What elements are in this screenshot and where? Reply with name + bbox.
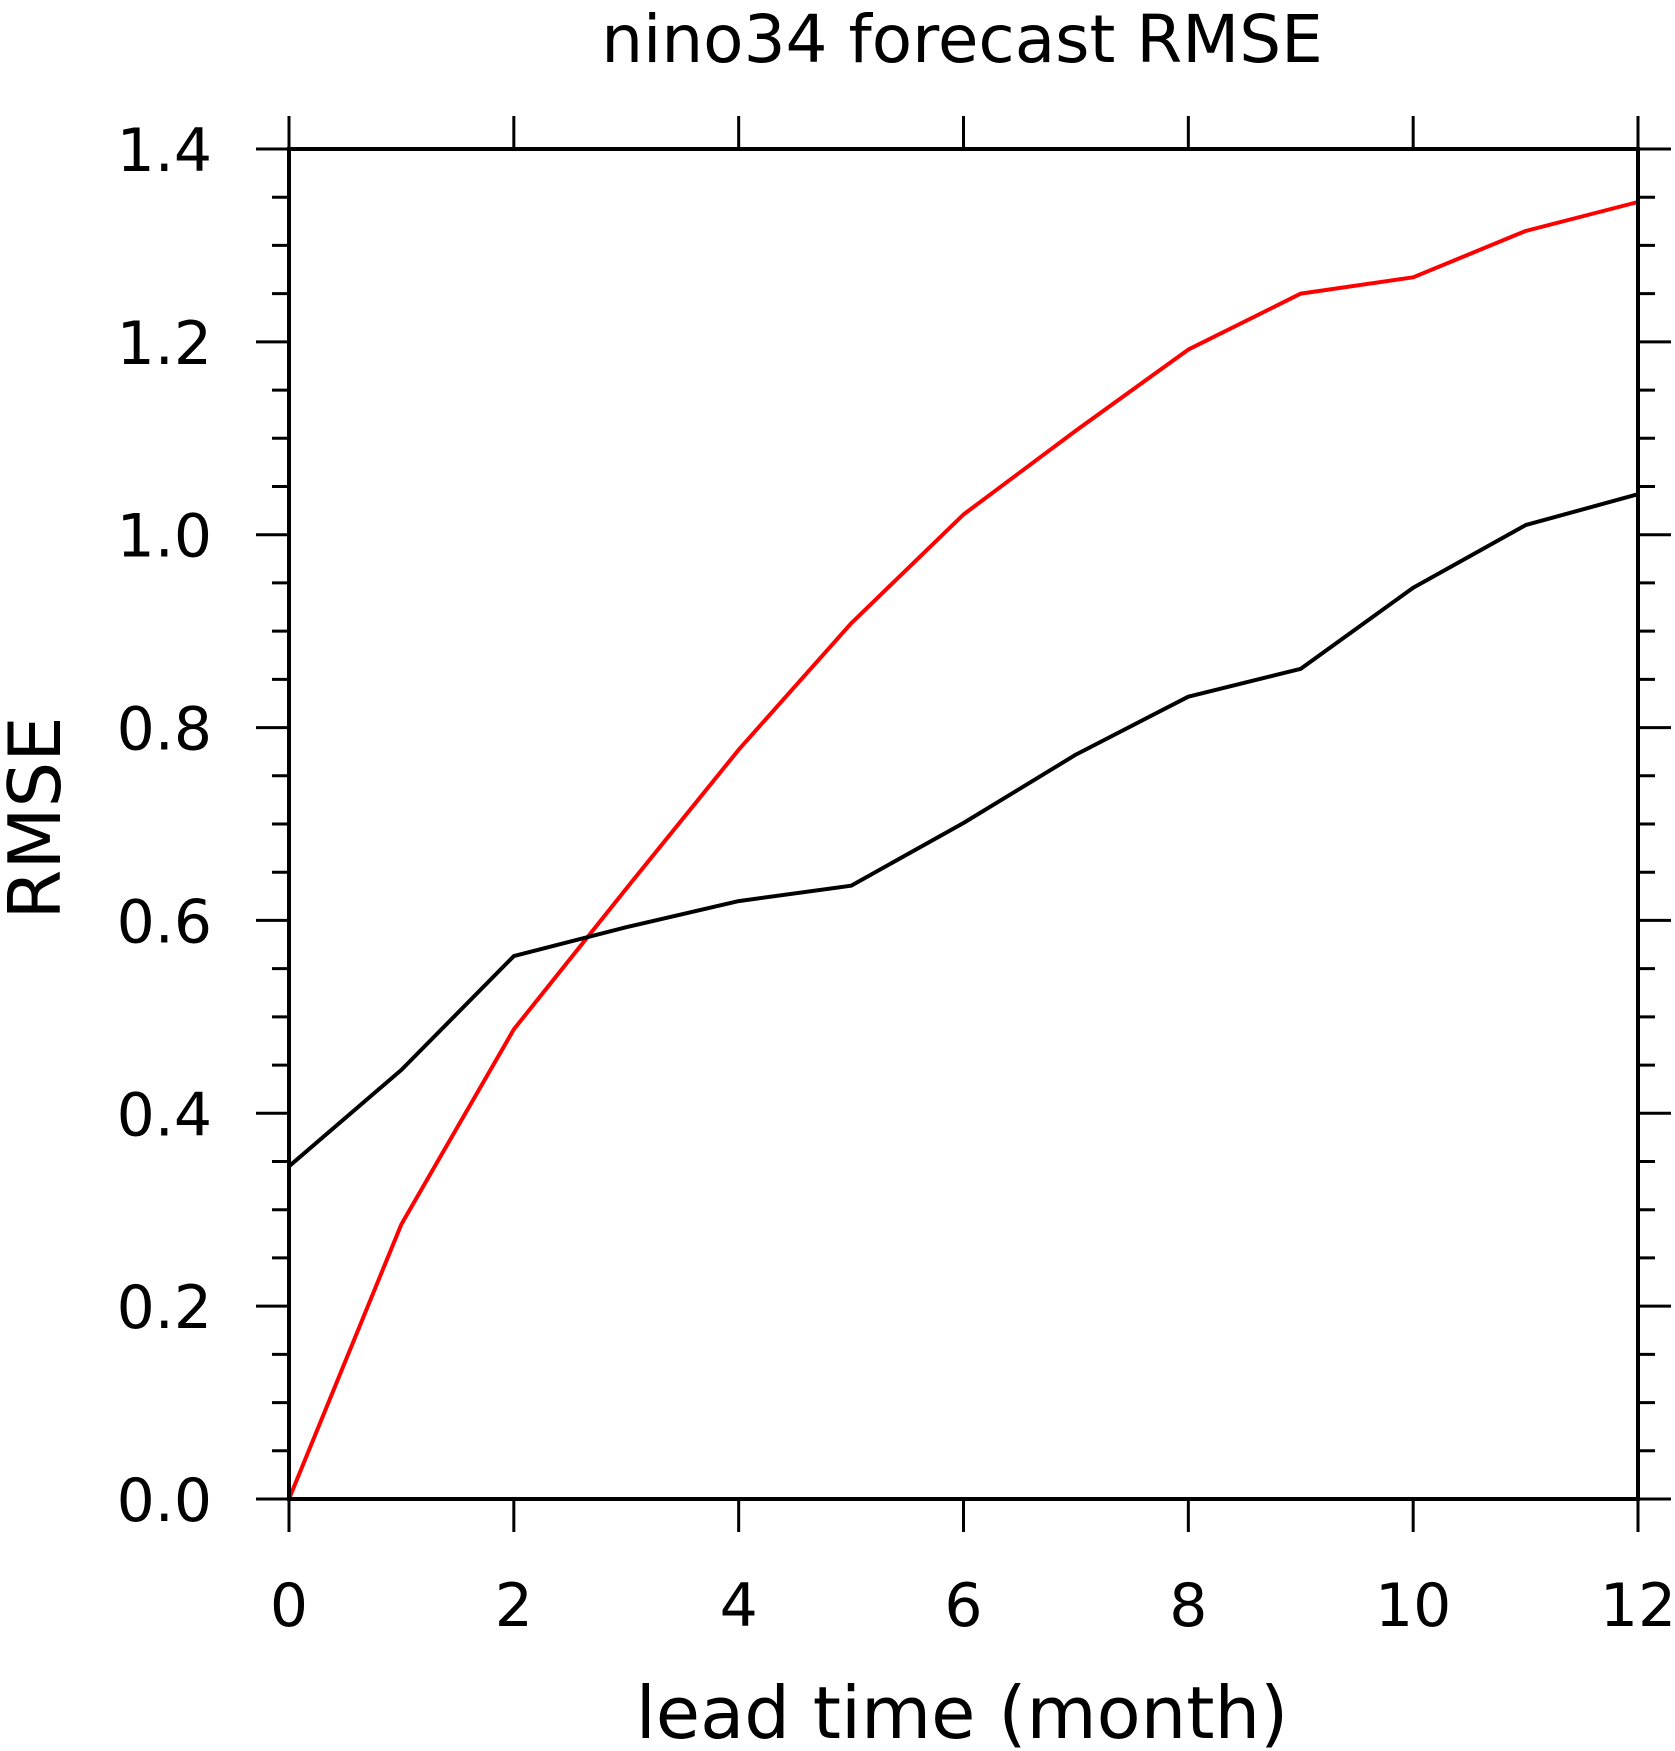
plot-frame [287,147,1640,1501]
x-axis-label: lead time (month) [636,1671,1288,1751]
y-tick-label: 0.6 [117,887,212,957]
series-line-1 [287,200,1640,1501]
chart-title: nino34 forecast RMSE [601,1,1323,78]
x-tick-label: 10 [1375,1571,1451,1641]
x-tick-label: 2 [495,1571,533,1641]
y-tick-label: 1.4 [117,116,212,186]
y-tick-label: 0.0 [117,1466,212,1536]
x-tick-label: 12 [1600,1571,1675,1641]
x-tick-label: 8 [1169,1571,1207,1641]
y-tick-label: 1.0 [117,502,212,572]
y-tick-label: 0.4 [117,1080,212,1150]
y-tick-label: 1.2 [117,309,212,379]
x-tick-label: 0 [270,1571,308,1641]
x-tick-label: 4 [720,1571,758,1641]
y-tick-label: 0.8 [117,695,212,765]
x-tick-label: 6 [944,1571,982,1641]
y-axis-label: RMSE [0,716,77,919]
y-tick-label: 0.2 [117,1273,212,1343]
axis-ticks: 0.0 0.2 0.4 0.6 0.8 1.0 1.2 1.4 0 2 4 6 8 10 12 [117,116,1675,1641]
series-layer [287,200,1640,1501]
series-line-2 [287,492,1640,1169]
